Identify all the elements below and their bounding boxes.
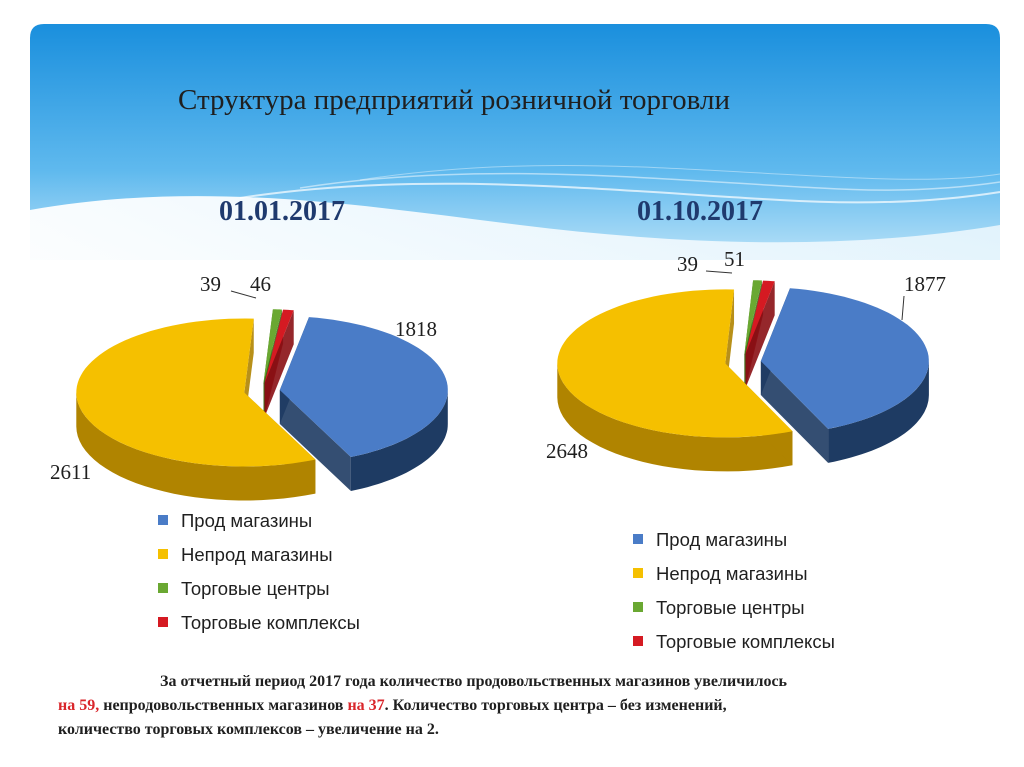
summary-line-3: количество торговых комплексов – увеличе… [58,721,439,738]
legend-item-neprod: Непрод магазины [633,563,835,597]
legend-item-centers: Торговые центры [158,578,360,612]
summary-highlight-neprod: на 37 [347,697,385,714]
legend-label: Торговые центры [181,578,330,599]
legend-swatch-complexes [158,617,168,627]
data-label-complexes: 46 [250,272,271,296]
summary-highlight-prod: на 59, [58,697,100,714]
legend-label: Прод магазины [656,529,788,550]
data-label-prod: 1818 [395,317,437,341]
leader-line-centers [705,270,733,274]
slice-side-neprod [557,363,793,472]
slice-centers [263,309,282,384]
leader-line-prod [901,295,905,321]
legend-swatch-neprod [633,568,643,578]
legend-label: Непрод магазины [181,544,333,565]
header-background [0,24,1024,290]
legend-item-prod: Прод магазины [158,510,360,544]
legend-item-neprod: Непрод магазины [158,544,360,578]
summary-line-1: За отчетный период 2017 года количество … [160,673,788,690]
legend-left: Прод магазины Непрод магазины Торговые ц… [158,510,360,646]
slice-wall-prod [279,389,351,492]
chart-title-left: 01.01.2017 [219,196,345,227]
page-title: Структура предприятий розничной торговли [178,84,730,116]
legend-label: Прод магазины [181,510,313,531]
legend-swatch-centers [633,602,643,612]
legend-label: Торговые комплексы [181,612,360,633]
slice-side-prod [350,390,448,491]
chart-title-right: 01.10.2017 [637,196,763,227]
slice-prod [760,288,929,429]
legend-swatch-neprod [158,549,168,559]
summary-text: За отчетный период 2017 года количество … [58,670,958,742]
legend-item-prod: Прод магазины [633,529,835,563]
slice-complexes [264,309,294,384]
slice-side-neprod [76,392,316,501]
data-label-neprod: 2611 [50,460,91,484]
slice-neprod [76,318,316,467]
slice-wall-complexes [264,310,294,418]
slice-complexes [745,280,775,355]
summary-text-part: . Количество торговых центра – без измен… [384,697,727,714]
slice-wall-complexes [745,281,775,389]
data-label-prod: 1877 [904,272,946,296]
slice-side-prod [828,361,929,463]
pie-charts: 1818 2611 39 46 1877 2648 39 51 [50,247,946,501]
data-label-centers: 39 [200,272,221,296]
slice-centers [744,280,762,355]
data-label-complexes: 51 [724,247,745,271]
data-label-neprod: 2648 [546,439,588,463]
legend-right: Прод магазины Непрод магазины Торговые ц… [633,529,835,665]
legend-swatch-prod [158,515,168,525]
legend-swatch-centers [158,583,168,593]
slice-neprod [557,289,793,438]
legend-item-centers: Торговые центры [633,597,835,631]
slice-prod [279,317,448,457]
legend-swatch-complexes [633,636,643,646]
slice-wall-prod [760,361,829,463]
leader-line-centers [230,290,257,299]
legend-item-complexes: Торговые комплексы [158,612,360,646]
summary-text-part: непродовольственных магазинов [99,697,348,714]
data-label-centers: 39 [677,252,698,276]
legend-label: Торговые комплексы [656,631,835,652]
legend-swatch-prod [633,534,643,544]
legend-label: Торговые центры [656,597,805,618]
legend-item-complexes: Торговые комплексы [633,631,835,665]
summary-line-2: на 59, непродовольственных магазинов на … [58,694,958,718]
legend-label: Непрод магазины [656,563,808,584]
